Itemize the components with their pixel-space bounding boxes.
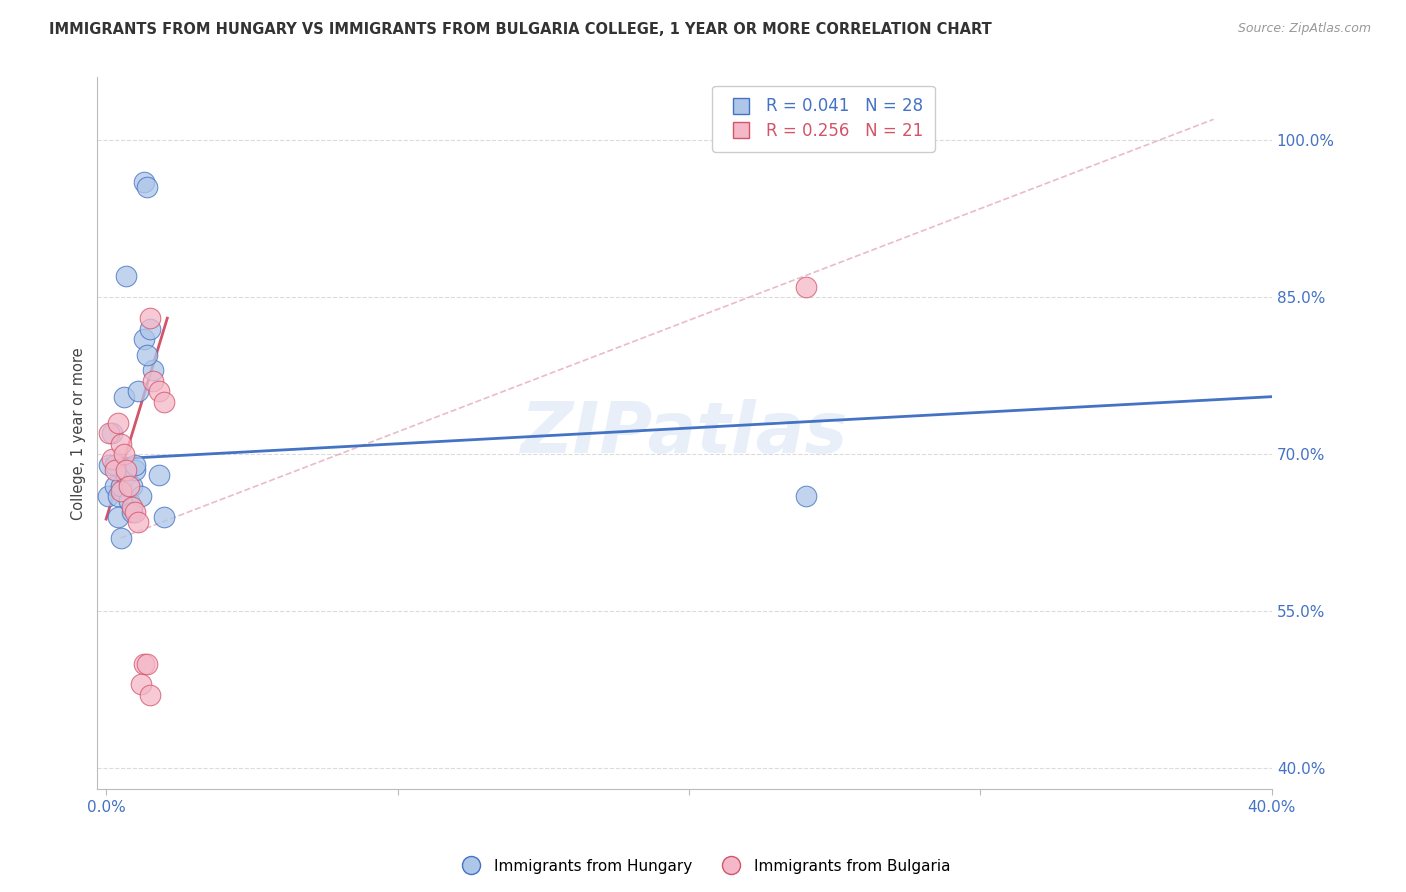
Point [132,175,155,189]
Point [153,510,176,524]
Point [98,426,121,441]
Point [107,416,129,430]
Point [129,677,152,691]
Point [139,311,162,326]
Point [142,374,165,388]
Legend: R = 0.041   N = 28, R = 0.256   N = 21: R = 0.041 N = 28, R = 0.256 N = 21 [713,86,935,152]
Point [107,510,129,524]
Point [104,463,127,477]
Point [127,515,149,529]
Point [110,478,132,492]
Point [115,463,138,477]
Point [121,478,143,492]
Point [135,180,157,194]
Point [118,478,141,492]
Point [115,269,138,284]
Point [129,489,152,503]
Y-axis label: College, 1 year or more: College, 1 year or more [72,347,86,520]
Point [135,348,157,362]
Point [101,452,124,467]
Point [148,468,170,483]
Point [124,463,146,477]
Point [148,384,170,399]
Point [104,458,127,472]
Point [118,494,141,508]
Point [124,505,146,519]
Point [110,531,132,545]
Text: IMMIGRANTS FROM HUNGARY VS IMMIGRANTS FROM BULGARIA COLLEGE, 1 YEAR OR MORE CORR: IMMIGRANTS FROM HUNGARY VS IMMIGRANTS FR… [49,22,993,37]
Point [98,458,121,472]
Point [112,390,135,404]
Point [115,468,138,483]
Point [135,657,157,671]
Legend: Immigrants from Hungary, Immigrants from Bulgaria: Immigrants from Hungary, Immigrants from… [450,853,956,880]
Point [112,447,135,461]
Point [142,363,165,377]
Point [107,489,129,503]
Point [132,332,155,346]
Point [124,458,146,472]
Point [104,478,127,492]
Text: ZIPatlas: ZIPatlas [522,399,848,467]
Point [139,688,162,702]
Point [121,505,143,519]
Text: Source: ZipAtlas.com: Source: ZipAtlas.com [1237,22,1371,36]
Point [132,657,155,671]
Point [127,384,149,399]
Point [96,489,118,503]
Point [121,500,143,514]
Point [139,321,162,335]
Point [101,426,124,441]
Point [110,483,132,498]
Point [794,279,817,293]
Point [794,489,817,503]
Point [110,436,132,450]
Point [153,395,176,409]
